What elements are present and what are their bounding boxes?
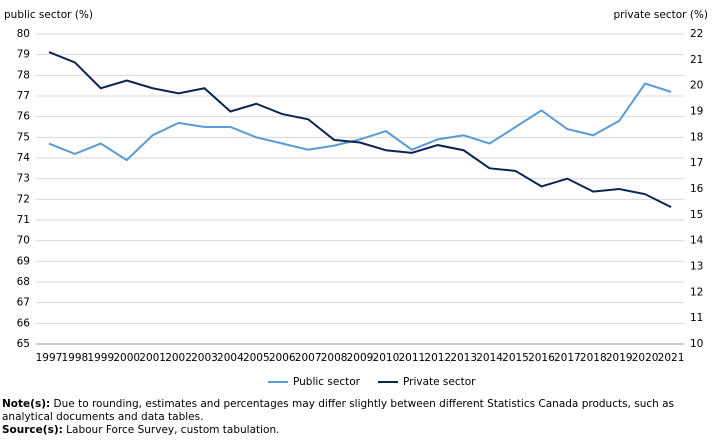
- y-tick-label: 66: [17, 317, 31, 329]
- x-tick-label: 1998: [62, 352, 89, 364]
- x-tick-label: 2021: [658, 352, 685, 364]
- y2-tick-label: 10: [690, 338, 703, 350]
- y-axis-title: public sector (%): [4, 9, 93, 21]
- y2-tick-label: 22: [690, 28, 703, 40]
- y2-tick-label: 16: [690, 183, 704, 195]
- x-tick-label: 2000: [113, 352, 140, 364]
- y2-tick-label: 12: [690, 286, 703, 298]
- x-tick-label: 1997: [36, 352, 63, 364]
- y2-tick-label: 21: [690, 54, 703, 66]
- y-tick-label: 68: [17, 276, 30, 288]
- source-label: Source(s):: [2, 424, 63, 436]
- x-tick-label: 2017: [554, 352, 581, 364]
- y-tick-label: 72: [17, 193, 30, 205]
- y2-tick-label: 19: [690, 106, 703, 118]
- x-tick-label: 2004: [217, 352, 244, 364]
- legend-label: Public sector: [293, 376, 361, 388]
- y2-tick-label: 18: [690, 131, 703, 143]
- y-tick-label: 73: [17, 173, 30, 185]
- y2-tick-label: 14: [690, 235, 704, 247]
- x-tick-label: 2003: [191, 352, 218, 364]
- note-label: Note(s):: [2, 398, 51, 410]
- series-line: [48, 51, 672, 208]
- source: Source(s): Labour Force Survey, custom t…: [2, 424, 710, 437]
- note-text: Due to rounding, estimates and percentag…: [2, 398, 675, 423]
- x-tick-label: 2020: [632, 352, 659, 364]
- y2-axis-title: private sector (%): [613, 9, 708, 21]
- x-tick-label: 2012: [424, 352, 451, 364]
- y2-tick-label: 17: [690, 157, 703, 169]
- y2-tick-label: 20: [690, 80, 703, 92]
- x-tick-label: 2005: [243, 352, 270, 364]
- x-tick-label: 2008: [321, 352, 348, 364]
- x-tick-label: 2013: [450, 352, 477, 364]
- x-tick-label: 2015: [502, 352, 529, 364]
- y-tick-label: 80: [17, 28, 30, 40]
- x-tick-label: 2014: [476, 352, 503, 364]
- y-tick-label: 75: [17, 131, 30, 143]
- footnotes: Note(s): Due to rounding, estimates and …: [2, 398, 710, 437]
- note: Note(s): Due to rounding, estimates and …: [2, 398, 710, 424]
- series-line: [48, 82, 672, 162]
- y-tick-label: 79: [17, 49, 30, 61]
- y-tick-label: 65: [17, 338, 30, 350]
- x-tick-label: 2010: [373, 352, 400, 364]
- x-tick-label: 2002: [165, 352, 192, 364]
- y-tick-label: 74: [17, 152, 31, 164]
- y-tick-label: 69: [17, 255, 30, 267]
- y-tick-label: 70: [17, 235, 30, 247]
- y-tick-label: 67: [17, 297, 30, 309]
- y-tick-label: 71: [17, 214, 30, 226]
- x-tick-label: 2007: [295, 352, 322, 364]
- source-text: Labour Force Survey, custom tabulation.: [66, 424, 280, 436]
- x-tick-label: 2018: [580, 352, 607, 364]
- y-tick-label: 76: [17, 111, 31, 123]
- x-tick-label: 1999: [87, 352, 114, 364]
- x-tick-label: 2019: [606, 352, 633, 364]
- y2-tick-label: 11: [690, 312, 703, 324]
- x-tick-label: 2009: [347, 352, 374, 364]
- y-tick-label: 78: [17, 69, 30, 81]
- y2-tick-label: 13: [690, 261, 703, 273]
- x-tick-label: 2011: [398, 352, 425, 364]
- x-tick-label: 2006: [269, 352, 296, 364]
- chart: public sector (%) private sector (%) 65 6…: [4, 9, 708, 388]
- x-tick-label: 2016: [528, 352, 555, 364]
- legend-label: Private sector: [403, 376, 476, 388]
- y2-tick-label: 15: [690, 209, 703, 221]
- y-tick-label: 77: [17, 90, 30, 102]
- x-tick-label: 2001: [139, 352, 166, 364]
